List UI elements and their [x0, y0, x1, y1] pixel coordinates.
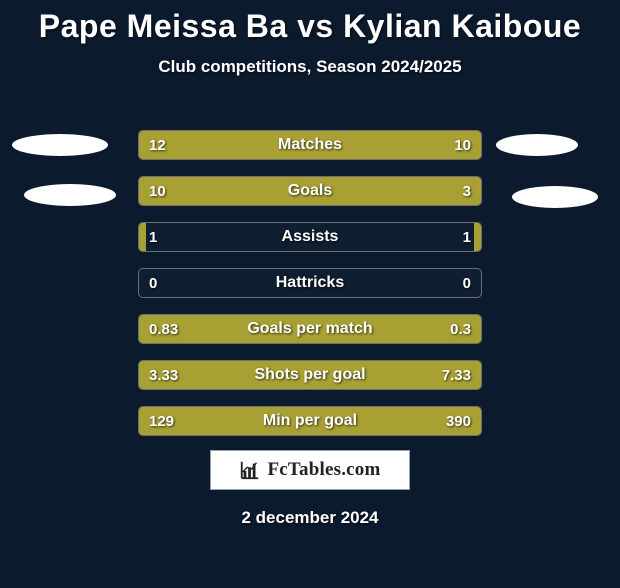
stat-row: 129390Min per goal	[138, 406, 482, 436]
page-title: Pape Meissa Ba vs Kylian Kaiboue	[0, 8, 620, 45]
stat-label: Goals	[139, 177, 481, 205]
stat-label: Goals per match	[139, 315, 481, 343]
avatar-placeholder	[512, 186, 598, 208]
logo-text: FcTables.com	[267, 459, 380, 481]
date-label: 2 december 2024	[0, 508, 620, 528]
stat-label: Min per goal	[139, 407, 481, 435]
avatar-placeholder	[496, 134, 578, 156]
stat-row: 0.830.3Goals per match	[138, 314, 482, 344]
stat-label: Hattricks	[139, 269, 481, 297]
stat-row: 00Hattricks	[138, 268, 482, 298]
stat-row: 1210Matches	[138, 130, 482, 160]
avatar-placeholder	[12, 134, 108, 156]
avatar-placeholder	[24, 184, 116, 206]
subtitle: Club competitions, Season 2024/2025	[0, 57, 620, 77]
comparison-chart: 1210Matches 103Goals 11Assists 00Hattricks 0…	[138, 130, 482, 452]
stat-label: Shots per goal	[139, 361, 481, 389]
stat-label: Matches	[139, 131, 481, 159]
stat-row: 103Goals	[138, 176, 482, 206]
stat-row: 3.337.33Shots per goal	[138, 360, 482, 390]
fctables-logo[interactable]: FcTables.com	[210, 450, 410, 490]
chart-icon	[239, 459, 261, 481]
stat-label: Assists	[139, 223, 481, 251]
stat-row: 11Assists	[138, 222, 482, 252]
